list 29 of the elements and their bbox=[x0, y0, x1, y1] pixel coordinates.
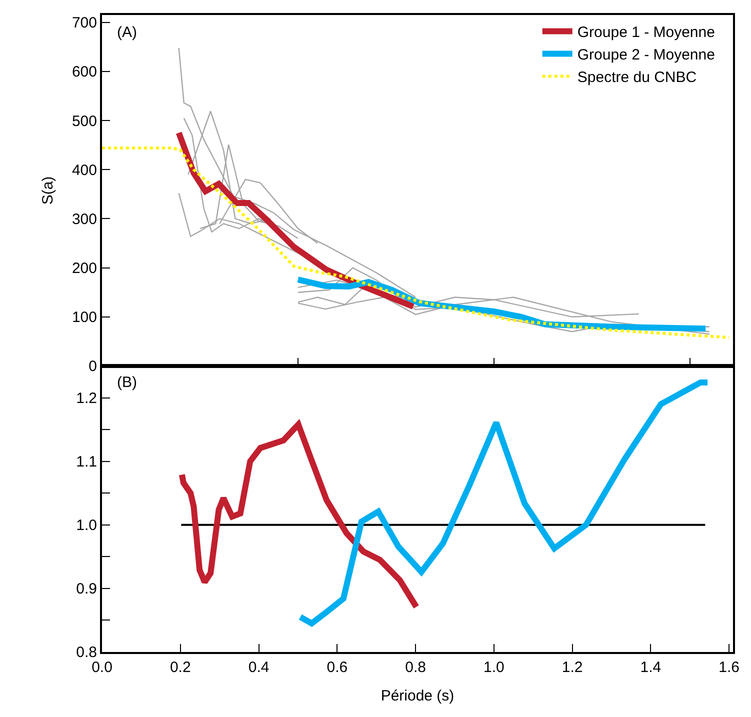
y-tick-label: 200 bbox=[72, 260, 97, 278]
y-tick-label: 300 bbox=[72, 210, 97, 228]
y-tick-label: 0.8 bbox=[76, 644, 97, 662]
x-tick-label: 1.2 bbox=[562, 659, 583, 676]
annotation: (A) bbox=[117, 24, 137, 41]
y-axis-title: S(a) bbox=[40, 176, 57, 205]
x-axis-title: Période (s) bbox=[380, 688, 454, 704]
x-tick-label: 1.0 bbox=[484, 659, 504, 676]
legend-label: Spectre du CNBC bbox=[577, 69, 697, 86]
x-tick-label: 0.8 bbox=[405, 659, 426, 676]
y-tick-label: 1.2 bbox=[76, 390, 97, 408]
x-tick-label: 1.4 bbox=[640, 659, 662, 676]
x-tick-label: 0.2 bbox=[170, 659, 191, 676]
x-tick-label: 0.0 bbox=[92, 659, 112, 676]
x-tick-label: 1.6 bbox=[718, 659, 740, 676]
legend-label: Groupe 2 - Moyenne bbox=[577, 46, 715, 64]
y-tick-label: 1.0 bbox=[76, 517, 97, 534]
y-tick-label: 0.9 bbox=[76, 580, 97, 598]
legend-label: Groupe 1 - Moyenne bbox=[577, 24, 715, 42]
y-tick-label: 0 bbox=[88, 358, 97, 376]
y-tick-label: 400 bbox=[72, 162, 97, 179]
y-tick-label: 500 bbox=[72, 112, 97, 130]
annotation: (B) bbox=[117, 374, 137, 391]
x-tick-label: 0.4 bbox=[248, 659, 270, 676]
y-tick-label: 600 bbox=[72, 64, 97, 81]
y-tick-label: 100 bbox=[72, 309, 97, 326]
x-tick-label: 0.6 bbox=[326, 659, 348, 676]
y-tick-label: 700 bbox=[72, 14, 97, 32]
y-tick-label: 1.1 bbox=[76, 454, 97, 471]
